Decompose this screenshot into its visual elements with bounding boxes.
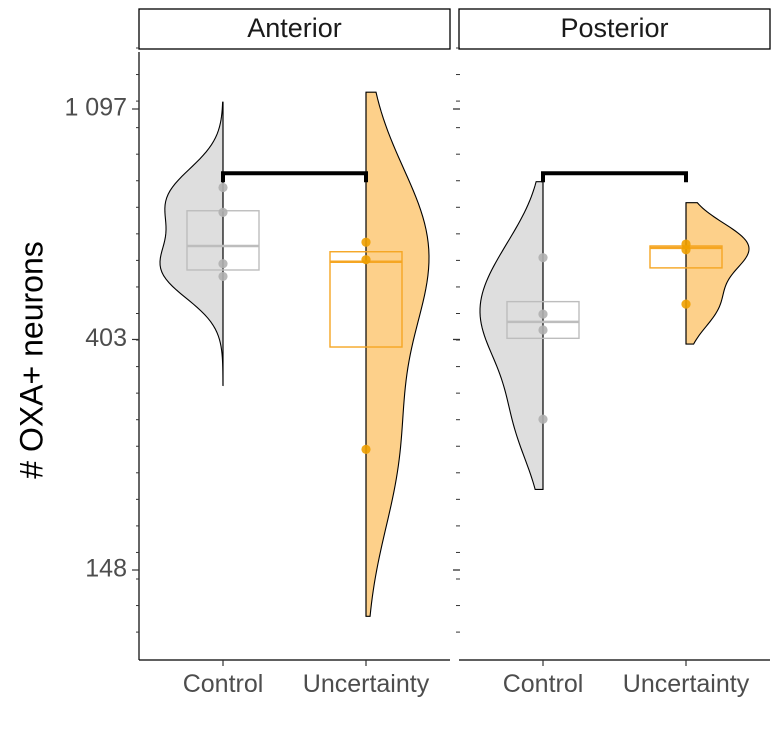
y-tick-label: 148 — [85, 555, 127, 583]
x-tick-label: Uncertainty — [303, 670, 430, 698]
panel-anterior: Anterior 148 403 1 097 Control Uncertainty — [64, 8, 451, 698]
y-axis-title: # OXA+ neurons — [13, 241, 49, 478]
y-tick-label: 1 097 — [64, 94, 127, 122]
density-curve — [479, 181, 544, 491]
x-tick-label: Uncertainty — [623, 670, 750, 698]
data-point — [361, 237, 371, 247]
density-curve — [365, 91, 430, 617]
data-point — [361, 255, 371, 265]
density-curve — [685, 202, 750, 345]
data-point — [538, 309, 548, 319]
data-point — [681, 299, 691, 309]
x-tick-label: Control — [183, 670, 264, 698]
data-point — [218, 207, 228, 217]
box — [329, 251, 403, 348]
group-uncertainty: Uncertainty — [303, 91, 430, 698]
y-tick-label: 403 — [85, 324, 127, 352]
x-tick-label: Control — [503, 670, 584, 698]
data-point — [361, 444, 371, 454]
density-curve — [159, 101, 224, 387]
group-control: Control — [159, 101, 264, 698]
data-point — [538, 253, 548, 263]
group-control: Control — [479, 181, 584, 698]
data-point — [538, 414, 548, 424]
strip-label: Anterior — [247, 13, 342, 43]
data-point — [218, 259, 228, 269]
significance-bracket — [221, 171, 368, 183]
panel-posterior: Posterior Control Uncertainty — [453, 8, 771, 698]
box — [506, 300, 580, 340]
data-point — [681, 245, 691, 255]
data-point — [218, 271, 228, 282]
data-point — [218, 182, 228, 193]
strip-box — [458, 8, 771, 50]
strip-label: Posterior — [560, 13, 668, 43]
significance-bracket — [541, 171, 688, 183]
group-uncertainty: Uncertainty — [623, 202, 750, 698]
strip-box — [138, 8, 451, 50]
data-point — [538, 325, 548, 335]
